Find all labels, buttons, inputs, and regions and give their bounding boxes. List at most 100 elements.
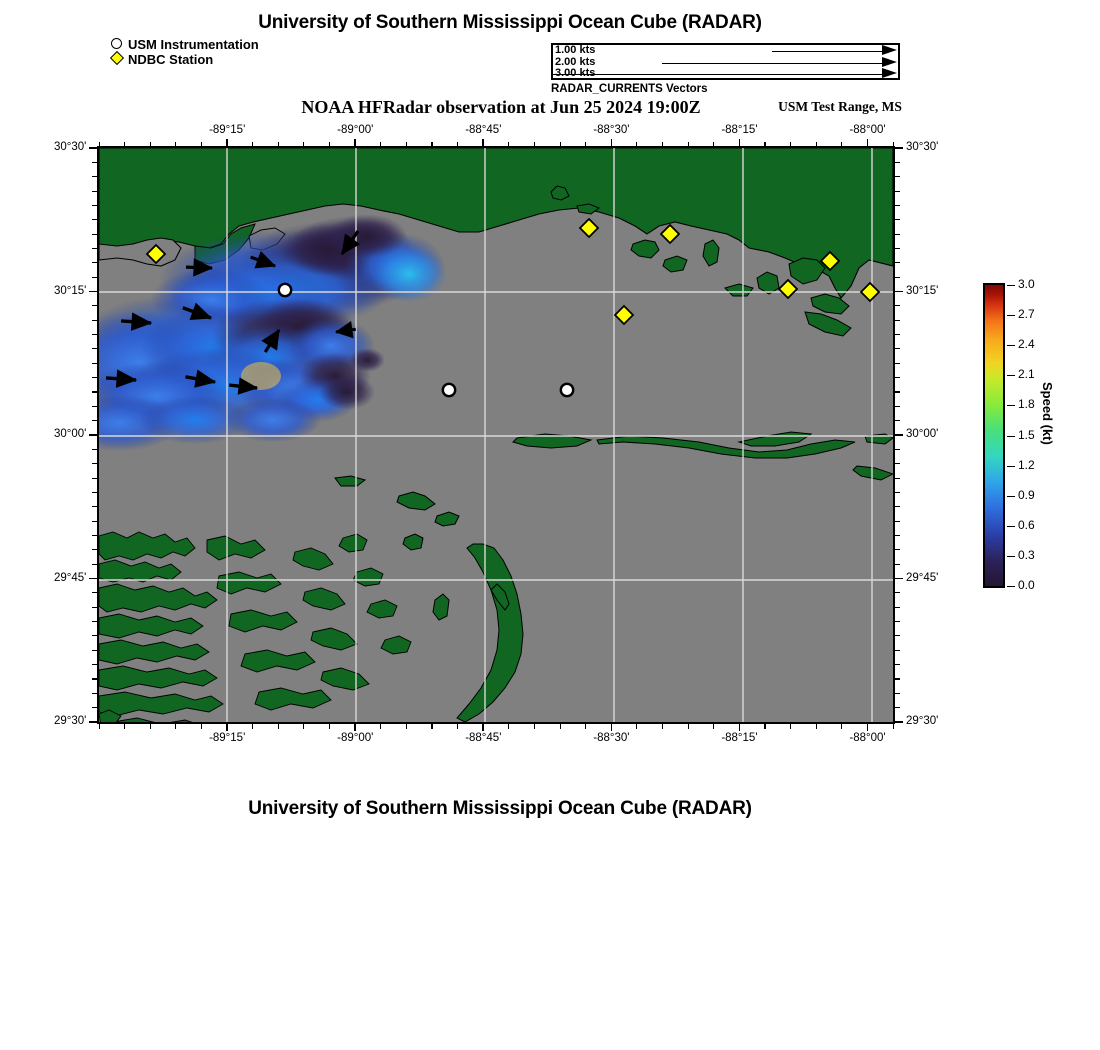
- axis-tick: [431, 141, 433, 146]
- axis-tick-label: 29°45': [54, 571, 87, 584]
- axis-tick: [200, 141, 203, 146]
- axis-tick: [895, 161, 900, 163]
- axis-tick: [92, 319, 97, 321]
- axis-tick: [895, 334, 900, 336]
- axis-tick: [895, 635, 900, 637]
- colorbar-tick: [1007, 495, 1015, 497]
- axis-tick: [895, 549, 900, 551]
- axis-tick-label: -88°15': [721, 124, 758, 136]
- map-plot-area[interactable]: [97, 146, 895, 724]
- axis-tick-label: 30°00': [906, 428, 939, 440]
- axis-tick: [895, 305, 900, 307]
- axis-tick-label: -89°00': [337, 732, 374, 744]
- axis-tick-label: -88°15': [721, 732, 758, 744]
- vector-scale-label-2: 2.00 kts: [555, 55, 596, 68]
- axis-tick: [815, 141, 817, 146]
- axis-tick-label: -88°00': [849, 732, 886, 744]
- axis-tick: [92, 678, 97, 680]
- axis-tick: [895, 176, 900, 178]
- axis-tick: [175, 724, 177, 729]
- axis-tick: [98, 141, 100, 146]
- axis-tick: [149, 141, 151, 146]
- axis-tick: [790, 141, 792, 146]
- axis-tick: [175, 141, 177, 146]
- axis-tick: [713, 724, 715, 729]
- axis-tick: [277, 724, 279, 729]
- axis-tick: [559, 141, 561, 146]
- colorbar-tick: [1007, 586, 1015, 587]
- axis-tick: [610, 724, 613, 731]
- axis-tick: [354, 724, 356, 731]
- colorbar-gradient: [983, 283, 1005, 588]
- axis-tick: [841, 724, 843, 729]
- axis-tick: [895, 233, 900, 235]
- axis-tick: [895, 276, 900, 278]
- axis-tick: [200, 724, 203, 729]
- colorbar-tick: [1007, 285, 1015, 286]
- axis-tick: [764, 141, 766, 146]
- axis-tick: [895, 520, 900, 522]
- axis-tick: [89, 147, 97, 149]
- vector-scale-label-1: 1.00 kts: [555, 44, 596, 56]
- axis-tick: [895, 592, 900, 594]
- axis-tick: [895, 377, 900, 379]
- axis-tick: [687, 724, 689, 729]
- axis-tick: [895, 506, 900, 508]
- colorbar-tick: [1007, 315, 1015, 317]
- colorbar-title: Speed (kt): [1040, 382, 1055, 445]
- axis-tick: [92, 161, 97, 163]
- axis-tick: [92, 377, 97, 379]
- barrier-islands: [334, 185, 893, 487]
- axis-tick-label: 29°45': [906, 571, 939, 584]
- axis-tick: [252, 724, 254, 729]
- axis-tick: [687, 141, 689, 146]
- axis-tick-label: -88°00': [849, 124, 886, 136]
- mississippi-delta: [99, 531, 412, 722]
- colorbar-tick-label: 2.1: [1018, 367, 1035, 382]
- axis-tick-label: -88°45': [465, 732, 502, 744]
- axis-tick: [329, 141, 331, 146]
- vector-arrowhead-2: [882, 56, 897, 67]
- axis-tick: [89, 434, 97, 436]
- colorbar-tick-label: 1.2: [1018, 457, 1035, 472]
- axis-tick: [124, 141, 126, 146]
- axis-tick: [895, 420, 900, 422]
- axis-tick: [895, 391, 900, 393]
- axis-tick: [895, 434, 903, 436]
- vector-shaft-2: [662, 62, 882, 64]
- axis-tick: [482, 724, 485, 731]
- colorbar-tick: [1007, 525, 1015, 527]
- axis-tick: [92, 190, 97, 192]
- axis-tick: [92, 707, 97, 709]
- axis-tick: [92, 664, 97, 666]
- axis-tick: [895, 362, 900, 364]
- axis-tick-label: 29°30': [906, 715, 939, 727]
- axis-tick: [92, 334, 97, 336]
- axis-tick: [92, 491, 97, 493]
- axis-tick: [895, 678, 900, 680]
- axis-tick: [713, 141, 715, 146]
- axis-tick: [92, 592, 97, 594]
- axis-tick-label: 30°30': [54, 141, 87, 153]
- colorbar-tick-label: 0.6: [1018, 517, 1035, 532]
- vector-shaft-3: [552, 74, 882, 76]
- colorbar-tick: [1007, 375, 1015, 377]
- observation-subtitle: NOAA HFRadar observation at Jun 25 2024 …: [301, 97, 701, 117]
- vector-scale-label-3: 3.00 kts: [555, 67, 596, 80]
- axis-tick: [92, 649, 97, 651]
- axis-tick: [303, 724, 305, 729]
- axis-tick: [92, 692, 97, 694]
- axis-tick: [92, 176, 97, 178]
- vector-scale-row-1: 1.00 kts: [553, 44, 898, 57]
- axis-tick: [92, 247, 97, 250]
- axis-tick: [738, 724, 741, 731]
- vector-legend-caption: RADAR_CURRENTS Vectors: [551, 83, 708, 95]
- axis-tick: [790, 724, 792, 729]
- vector-arrowhead-3: [882, 68, 897, 79]
- axis-tick: [89, 577, 97, 580]
- axis-tick-label: -88°45': [465, 124, 502, 136]
- colorbar-tick-label: 1.5: [1018, 427, 1035, 442]
- ndbc-station-markers: [145, 217, 881, 326]
- axis-tick: [92, 563, 97, 565]
